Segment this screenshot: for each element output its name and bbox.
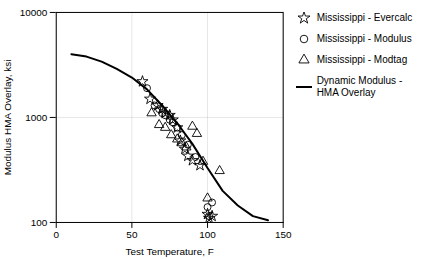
svg-text:0: 0 <box>53 229 59 240</box>
svg-text:100: 100 <box>199 229 216 240</box>
html-text:Dynamic Modulus - HMA Overlay: Dynamic Modulus - HMA Overlay <box>316 75 403 98</box>
svg-text:Test Temperature, F: Test Temperature, F <box>126 246 214 257</box>
html-text:Mississippi - Modtag: Mississippi - Modtag <box>316 54 408 66</box>
html-text:Mississippi - Modulus: Mississippi - Modulus <box>316 33 412 45</box>
svg-text:50: 50 <box>126 229 138 240</box>
svg-text:10000: 10000 <box>20 7 48 18</box>
svg-text:Modulus HMA Overlay, ksi: Modulus HMA Overlay, ksi <box>2 60 13 176</box>
svg-text:100: 100 <box>31 217 48 228</box>
svg-text:150: 150 <box>275 229 292 240</box>
svg-text:1000: 1000 <box>25 112 48 123</box>
html-text:Mississippi - Evercalc: Mississippi - Evercalc <box>316 12 413 24</box>
